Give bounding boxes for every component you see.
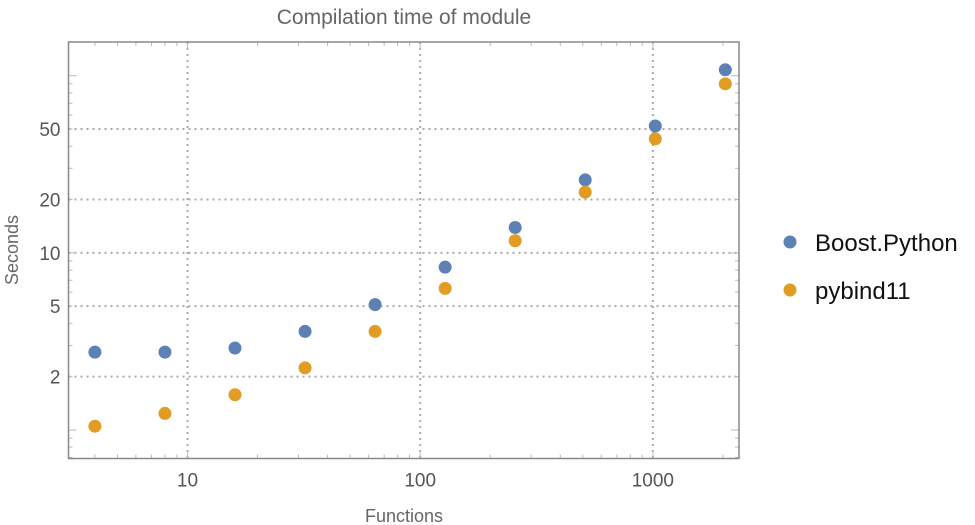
data-point bbox=[578, 173, 592, 187]
data-point bbox=[298, 361, 312, 375]
x-tick-labels: 10 100 1000 bbox=[177, 471, 674, 492]
data-point bbox=[298, 324, 312, 338]
y-tick-label: 20 bbox=[39, 191, 60, 212]
x-tick-label: 1000 bbox=[632, 471, 674, 492]
data-point bbox=[648, 132, 662, 146]
data-point bbox=[718, 63, 732, 77]
x-tick-label: 10 bbox=[177, 471, 198, 492]
y-tick-label: 10 bbox=[39, 244, 60, 265]
data-point bbox=[368, 298, 382, 312]
data-point bbox=[228, 341, 242, 355]
data-point bbox=[368, 324, 382, 338]
data-point bbox=[158, 345, 172, 359]
data-point bbox=[438, 260, 452, 274]
series-pybind11 bbox=[88, 77, 732, 433]
legend-marker bbox=[783, 283, 797, 297]
data-point bbox=[648, 119, 662, 133]
y-tick-label: 5 bbox=[50, 297, 61, 318]
y-tick-labels: 2 5 10 20 50 bbox=[39, 120, 60, 389]
data-point bbox=[88, 345, 102, 359]
data-point bbox=[718, 77, 732, 91]
data-points bbox=[88, 63, 732, 433]
minor-ticks bbox=[68, 42, 739, 459]
series-boost-python bbox=[88, 63, 732, 359]
data-point bbox=[508, 221, 522, 235]
data-point bbox=[508, 234, 522, 248]
legend-marker bbox=[783, 235, 797, 249]
y-axis-label: Seconds bbox=[2, 215, 22, 285]
data-point bbox=[578, 185, 592, 199]
chart-title: Compilation time of module bbox=[277, 6, 531, 29]
plot-frame bbox=[67, 41, 740, 460]
x-tick-label: 100 bbox=[404, 471, 436, 492]
y-tick-label: 2 bbox=[50, 368, 61, 389]
grid bbox=[68, 42, 739, 459]
x-axis-label: Functions bbox=[365, 506, 443, 525]
data-point bbox=[438, 281, 452, 295]
legend: Boost.Python pybind11 bbox=[783, 230, 958, 305]
legend-label: pybind11 bbox=[815, 278, 911, 305]
data-point bbox=[228, 388, 242, 402]
legend-label: Boost.Python bbox=[815, 230, 958, 257]
data-point bbox=[88, 419, 102, 433]
data-point bbox=[158, 406, 172, 420]
y-tick-label: 50 bbox=[39, 120, 60, 141]
